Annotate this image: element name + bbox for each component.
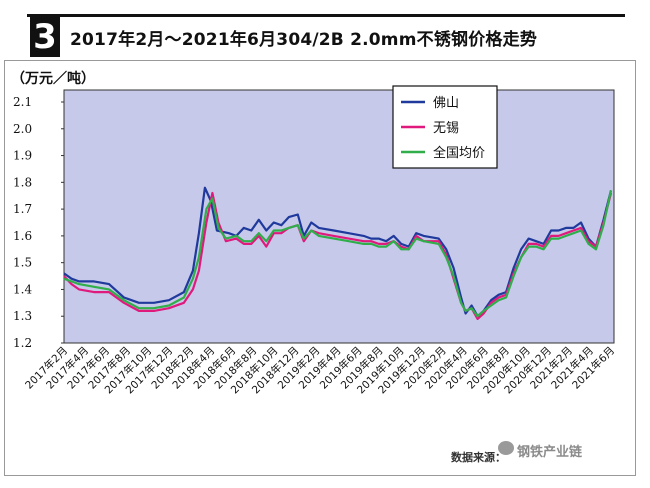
y-tick-label: 1.3 <box>13 309 32 323</box>
series-line-无锡 <box>63 191 613 320</box>
wechat-icon <box>498 441 514 455</box>
figure-number-badge: 3 <box>30 17 60 57</box>
watermark-text: 钢铁产业链 <box>517 445 583 460</box>
series-line-佛山 <box>63 186 613 318</box>
legend-label: 全国均价 <box>433 145 485 161</box>
y-tick-label: 2.1 <box>13 95 32 109</box>
y-tick-label: 1.4 <box>13 282 32 296</box>
y-tick-label: 1.2 <box>13 336 32 350</box>
y-tick-label: 1.6 <box>13 229 32 243</box>
plot-area <box>63 89 615 344</box>
series-line-全国均价 <box>63 190 613 318</box>
y-axis-unit-label: （万元／吨） <box>11 71 95 87</box>
y-tick-label: 1.7 <box>13 202 32 216</box>
chart-title: 2017年2月～2021年6月304/2B 2.0mm不锈钢价格走势 <box>70 30 538 50</box>
y-tick-label: 2.0 <box>13 122 32 136</box>
header-rule <box>27 14 625 17</box>
legend-label: 佛山 <box>433 96 459 111</box>
data-source-label: 数据来源： <box>451 451 506 464</box>
y-tick-label: 1.9 <box>13 149 32 163</box>
chart-frame <box>4 60 636 476</box>
y-tick-label: 1.8 <box>13 175 32 189</box>
y-tick-label: 1.5 <box>13 256 32 270</box>
legend-label: 无锡 <box>433 121 459 136</box>
